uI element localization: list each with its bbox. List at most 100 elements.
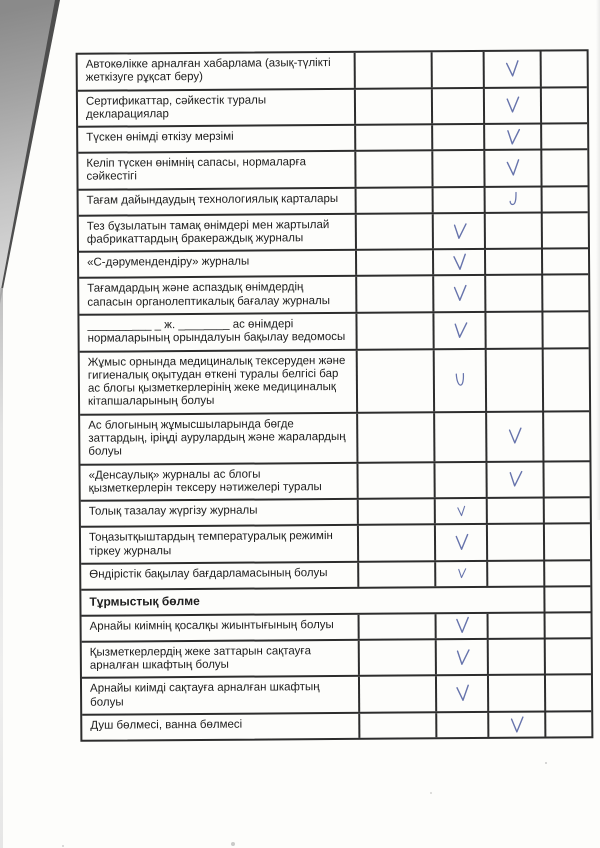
check-cell — [488, 675, 547, 711]
checkmark-icon — [453, 285, 467, 302]
check-cell — [542, 150, 587, 185]
requirement-label: Сертификаттар, сәйкестік туралы декларац… — [77, 89, 357, 126]
check-cell — [356, 250, 435, 276]
requirement-label: Тағам дайындаудың технологиялық карталар… — [78, 188, 357, 215]
check-cell — [485, 124, 543, 150]
check-cell — [433, 151, 486, 187]
checkmark-icon — [455, 617, 469, 634]
check-cell — [359, 640, 437, 676]
checkmark-icon — [456, 648, 470, 665]
check-cell — [542, 51, 587, 86]
checkmark-icon — [510, 715, 524, 733]
table-row: Арнайы киімнің қосалқы жиынтығының болуы — [81, 613, 591, 643]
check-cell — [433, 187, 486, 213]
checkmark-icon — [509, 192, 517, 206]
scan-noise — [0, 0, 2, 2]
scan-corner-wedge — [0, 0, 55, 295]
check-cell — [433, 250, 487, 275]
check-cell — [434, 349, 488, 412]
table-row: «С-дәрумендендіру» журналы — [78, 249, 589, 280]
check-cell — [436, 561, 489, 587]
checkmark-icon — [506, 96, 520, 113]
check-cell — [543, 187, 588, 211]
check-cell — [432, 51, 485, 87]
requirement-label: «С-дәрумендендіру» журналы — [78, 251, 358, 278]
requirement-label: Арнайы киімді сақтауға арналған шкафтың … — [81, 677, 361, 714]
table-row: Душ бөлмесі, ванна бөлмесі — [82, 712, 591, 740]
requirement-label: Тоңазытқыштардың температуралық режимін … — [80, 526, 360, 563]
check-cell — [434, 312, 487, 348]
requirement-label: Толық тазалау жүргізу журналы — [80, 500, 359, 527]
check-cell — [485, 213, 543, 249]
checkmark-icon — [506, 159, 520, 176]
check-cell — [435, 499, 488, 524]
requirement-label: Автокөлікке арналған хабарлама (азық-түл… — [77, 52, 356, 90]
table-row: Арнайы киімді сақтауға арналған шкафтың … — [81, 675, 592, 716]
requirement-label: Ас блогының жұмысшыларында бөгде заттард… — [80, 413, 359, 464]
requirement-label: __________ _ ж. ________ ас өнімдері нор… — [79, 313, 358, 351]
check-cell — [485, 249, 544, 275]
check-cell — [546, 712, 591, 736]
check-cell — [487, 524, 546, 560]
check-cell — [486, 349, 545, 411]
check-cell — [489, 712, 547, 737]
check-cell — [359, 562, 437, 587]
requirement-label: Түскен өнімді өткізу мерзімі — [78, 126, 357, 152]
table-row: Ас блогының жұмысшыларында бөгде заттард… — [80, 411, 590, 466]
check-cell — [543, 250, 588, 274]
check-cell — [485, 150, 543, 186]
table-row: Тағамдардың және аспаздық өнімдердің сап… — [79, 275, 589, 316]
check-cell — [357, 276, 435, 312]
check-cell — [360, 713, 438, 738]
check-cell — [357, 349, 436, 412]
check-cell — [487, 412, 545, 461]
check-cell — [486, 312, 544, 348]
check-cell — [546, 639, 591, 674]
check-cell — [355, 52, 433, 88]
checkmark-icon — [453, 222, 467, 239]
check-cell — [435, 462, 488, 498]
table-row: Өндірістік бақылау бағдарламасының болуы — [81, 561, 591, 591]
table-row: Қызметкерлердің жеке заттарын сақтауға а… — [81, 639, 591, 680]
page-left-edge — [0, 288, 3, 848]
check-cell — [436, 613, 489, 639]
check-cell — [545, 524, 590, 559]
check-cell — [542, 124, 587, 148]
table-row: Тез бұзылатын тамақ өнімдері мен жартыла… — [78, 213, 588, 254]
checkmark-icon — [455, 533, 468, 550]
requirement-label: Тағамдардың және аспаздық өнімдердің сап… — [79, 277, 358, 314]
table-row: Тоңазытқыштардың температуралық режимін … — [80, 524, 591, 565]
checkmark-icon — [505, 59, 519, 77]
check-cell — [434, 276, 487, 312]
check-cell — [437, 712, 490, 738]
check-cell — [488, 639, 546, 675]
check-cell — [545, 587, 590, 611]
check-cell — [488, 561, 546, 586]
table-row: «Денсаулық» журналы ас блогы қызметкерле… — [80, 461, 590, 503]
requirement-label: Душ бөлмесі, ванна бөлмесі — [82, 713, 361, 740]
check-cell — [356, 188, 434, 213]
inspection-table: Автокөлікке арналған хабарлама (азық-түл… — [75, 49, 594, 742]
checkmark-icon — [456, 505, 465, 516]
check-cell — [545, 561, 590, 585]
check-cell — [543, 312, 588, 347]
requirement-label: Келіп түскен өнімнің сапасы, нормаларға … — [78, 152, 357, 189]
table-row: Автокөлікке арналған хабарлама (азық-түл… — [77, 51, 587, 92]
check-cell — [484, 51, 542, 87]
check-cell — [432, 88, 486, 124]
check-cell — [436, 676, 490, 712]
check-cell — [486, 275, 544, 311]
check-cell — [435, 412, 488, 461]
requirement-label: Жұмыс орнында медициналық тексеруден жән… — [79, 350, 359, 414]
section-row: Тұрмыстық бөлме — [81, 587, 591, 617]
checkmark-icon — [455, 373, 464, 386]
requirement-label: Арнайы киімнің қосалқы жиынтығының болуы — [81, 614, 360, 641]
requirement-label: «Денсаулық» журналы ас блогы қызметкерле… — [80, 463, 359, 501]
check-cell — [546, 613, 591, 637]
check-cell — [358, 413, 436, 462]
checkmark-icon — [507, 128, 521, 145]
table-row: Сертификаттар, сәйкестік туралы декларац… — [77, 87, 588, 128]
table-row: Түскен өнімді өткізу мерзімі — [78, 124, 588, 154]
check-cell — [544, 412, 589, 460]
